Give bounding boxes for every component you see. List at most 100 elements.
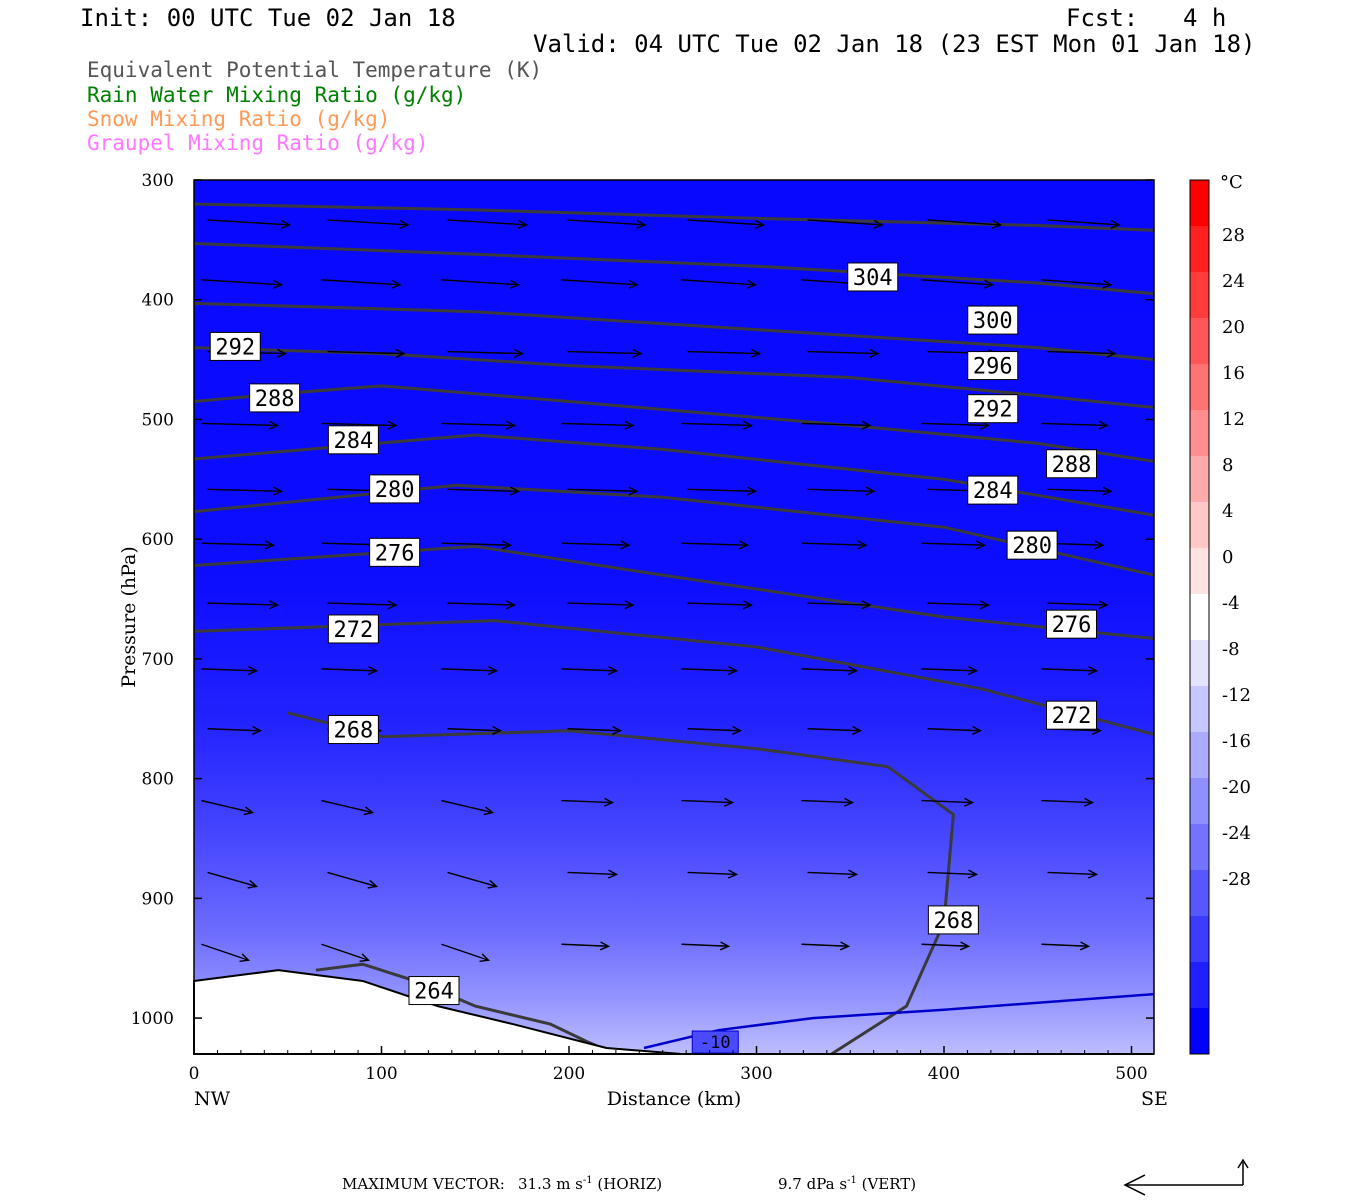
colorbar-label: -4 <box>1222 593 1240 614</box>
wind-vector <box>1041 797 1095 807</box>
colorbar-segment <box>1190 318 1209 365</box>
colorbar-segment <box>1190 824 1209 871</box>
colorbar: 28 24 20 16 12 8 4 0 -4 -8 -12 -16 -20 -24 -28 <box>1189 179 1251 1055</box>
contour-label-276: 276 <box>1052 613 1092 638</box>
wind-vector <box>687 725 743 735</box>
contour-label-box <box>967 305 1019 335</box>
wind-vector <box>201 799 255 816</box>
contour-label-284: 284 <box>334 429 374 454</box>
contour-label-box <box>967 351 1019 381</box>
contour-label-268: 268 <box>934 909 974 934</box>
colorbar-label: -8 <box>1222 639 1240 660</box>
colorbar-label: 28 <box>1222 225 1245 246</box>
wind-vector <box>441 666 499 676</box>
x-tick-label: 400 <box>928 1064 960 1084</box>
contour-label-272: 272 <box>334 618 374 643</box>
vert-vector-value: 9.7 dPa s-1 (VERT) <box>778 1175 917 1193</box>
colorbar-segment <box>1190 456 1209 503</box>
axes: 300 400 500 600 700 800 900 1000 0 100 200 300 400 50… <box>131 171 1154 1084</box>
contour-label-box <box>327 715 379 745</box>
contour-label-280: 280 <box>375 478 415 503</box>
colorbar-label: 24 <box>1222 271 1245 292</box>
theta-e-contour-304 <box>193 202 1155 232</box>
wind-vector <box>327 871 379 889</box>
legend-snow: Snow Mixing Ratio (g/kg) <box>87 107 391 131</box>
wind-vector <box>1047 219 1121 229</box>
wind-vector <box>927 869 979 879</box>
contour-label-box <box>327 425 379 455</box>
wind-vector <box>447 219 529 229</box>
wind-vector <box>801 797 855 807</box>
wind-vector <box>807 869 859 879</box>
wind-vector <box>441 279 521 289</box>
wind-vector <box>1047 348 1117 358</box>
contour-label-272: 272 <box>1052 704 1092 729</box>
contour-label-box <box>927 905 979 935</box>
wind-vector <box>561 941 611 951</box>
wind-vector <box>567 219 647 229</box>
contour-label-288: 288 <box>1052 453 1092 478</box>
colorbar-unit: °C <box>1220 172 1243 193</box>
wind-vector <box>567 869 619 879</box>
wind-vector <box>801 666 859 676</box>
wind-vector <box>927 725 983 735</box>
wind-vector <box>567 486 639 496</box>
wind-vector <box>447 871 499 889</box>
wind-vector <box>321 420 398 430</box>
theta-e-contour-272 <box>193 619 1155 736</box>
y-tick-label: 600 <box>142 530 174 550</box>
colorbar-label: 12 <box>1222 409 1245 430</box>
y-tick-label: 900 <box>142 889 174 909</box>
wind-vector <box>561 797 615 807</box>
horiz-vector-value: 31.3 m s-1 (HORIZ) <box>518 1175 663 1193</box>
colorbar-segment <box>1190 732 1209 779</box>
colorbar-segment <box>1190 870 1209 917</box>
wind-vector <box>327 348 406 358</box>
wind-vector <box>687 600 754 610</box>
colorbar-segment <box>1190 502 1209 549</box>
wind-vector <box>201 420 280 430</box>
x-tick-label: 300 <box>740 1064 772 1084</box>
colorbar-frame <box>1189 179 1210 1055</box>
init-time: Init: 00 UTC Tue 02 Jan 18 <box>80 4 456 32</box>
temp-label-box <box>691 1030 739 1054</box>
wind-vector <box>927 219 1003 229</box>
contour-label-292: 292 <box>973 398 1013 423</box>
wind-vector <box>807 486 876 496</box>
wind-vector <box>441 420 517 430</box>
contour-label-box <box>209 331 261 361</box>
contour-label-284: 284 <box>973 479 1013 504</box>
colorbar-label: 20 <box>1222 317 1245 338</box>
wind-vector <box>441 943 491 963</box>
x-end-label-left: NW <box>194 1088 231 1110</box>
colorbar-segment <box>1190 272 1209 319</box>
contour-label-box <box>967 475 1019 505</box>
y-tick-label: 700 <box>142 650 174 670</box>
y-tick-label: 400 <box>142 291 174 311</box>
y-tick-label: 300 <box>142 171 174 191</box>
x-axis-title: Distance (km) <box>607 1088 742 1110</box>
wind-vector <box>921 279 995 289</box>
theta-e-contour-268 <box>287 711 955 1056</box>
max-vector-label: MAXIMUM VECTOR: <box>342 1175 505 1193</box>
y-axis-title: Pressure (hPa) <box>118 546 140 688</box>
colorbar-segment <box>1190 180 1209 227</box>
colorbar-segment <box>1190 916 1209 963</box>
colorbar-segment <box>1190 548 1209 595</box>
wind-vector <box>927 600 991 610</box>
colorbar-label: -12 <box>1222 685 1251 706</box>
valid-time: Valid: 04 UTC Tue 02 Jan 18 (23 EST Mon … <box>533 30 1256 58</box>
forecast-hour-label: Fcst: <box>1066 4 1139 32</box>
colorbar-label: 4 <box>1222 501 1233 522</box>
legend-theta-e: Equivalent Potential Temperature (K) <box>87 58 543 82</box>
wind-vector <box>681 797 735 807</box>
contour-label-box <box>1046 449 1097 479</box>
theta-e-contour-264 <box>315 962 611 1053</box>
theta-e-contour-296 <box>193 301 1155 362</box>
wind-vector <box>1041 941 1091 951</box>
contour-label-box <box>967 394 1019 424</box>
theta-e-contour-300 <box>193 241 1155 296</box>
contour-label-box <box>327 614 379 644</box>
wind-vector <box>1047 869 1099 879</box>
